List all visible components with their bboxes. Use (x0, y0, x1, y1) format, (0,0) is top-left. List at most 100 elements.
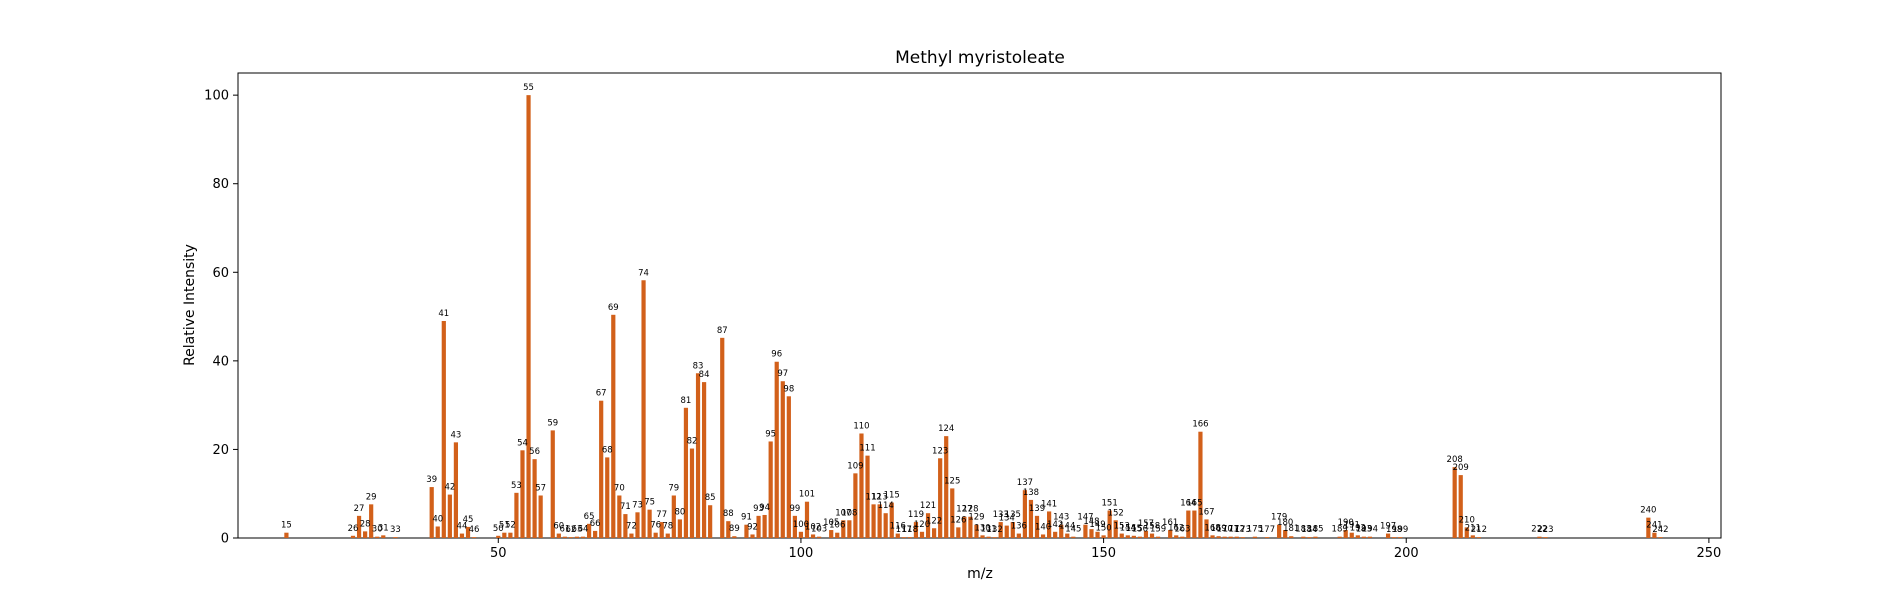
bar-label-mz-44: 44 (457, 522, 468, 532)
bar-label-mz-68: 68 (602, 445, 613, 455)
bar-label-mz-121: 121 (920, 501, 936, 511)
bar-label-mz-138: 138 (1023, 488, 1039, 498)
bar-label-mz-159: 159 (1150, 525, 1166, 535)
y-axis-label: Relative Intensity (182, 244, 198, 366)
bar-mz-134 (1004, 525, 1009, 538)
bar-mz-84 (701, 382, 707, 538)
bar-label-mz-117: 117 (896, 525, 912, 535)
bar-mz-177 (1264, 537, 1270, 538)
bar-mz-42 (447, 494, 452, 538)
bar-label-mz-98: 98 (783, 384, 794, 394)
bar-label-mz-211: 211 (1465, 523, 1481, 533)
bar-mz-113 (877, 504, 882, 538)
bar-label-mz-143: 143 (1053, 513, 1069, 523)
bar-label-mz-175: 175 (1247, 525, 1263, 535)
bar-label-mz-110: 110 (853, 421, 869, 431)
bar-mz-180 (1283, 530, 1288, 538)
bar-label-mz-162: 162 (1168, 523, 1184, 533)
bar-mz-30 (375, 536, 380, 538)
bar-label-mz-45: 45 (463, 515, 474, 525)
bar-label-mz-165: 165 (1186, 499, 1202, 509)
bar-mz-72 (629, 533, 634, 538)
y-tick-label-60: 60 (212, 266, 229, 281)
bar-label-mz-61: 61 (559, 525, 570, 535)
bar-mz-76 (653, 532, 658, 538)
bar-mz-66 (593, 530, 598, 538)
bar-label-mz-63: 63 (572, 525, 583, 535)
bar-label-mz-190: 190 (1338, 518, 1354, 528)
bar-label-mz-84: 84 (699, 370, 710, 380)
bar-mz-148 (1089, 529, 1094, 538)
bar-mz-82 (689, 448, 695, 538)
bar-mz-26 (350, 535, 356, 538)
bar-mz-140 (1040, 534, 1046, 538)
bar-label-mz-210: 210 (1459, 515, 1475, 525)
bar-mz-130 (980, 535, 985, 538)
bar-series (284, 95, 1663, 538)
bar-mz-75 (647, 509, 652, 538)
bar-mz-185 (1313, 536, 1318, 538)
bar-mz-115 (889, 502, 894, 538)
bar-mz-209 (1458, 475, 1463, 538)
bar-label-mz-185: 185 (1307, 525, 1323, 535)
bar-mz-142 (1053, 531, 1058, 538)
bar-mz-60 (556, 533, 561, 538)
bar-label-mz-193: 193 (1356, 525, 1372, 535)
bar-mz-162 (1174, 535, 1179, 538)
bar-label-mz-56: 56 (529, 447, 540, 457)
y-axis-ticks: 0 20 40 60 80 100 (204, 89, 238, 547)
bar-mz-57 (538, 495, 543, 538)
bar-mz-71 (623, 514, 628, 538)
bar-label-mz-29: 29 (366, 492, 377, 502)
bar-label-mz-166: 166 (1192, 420, 1208, 430)
y-tick-label-40: 40 (212, 354, 229, 369)
bar-mz-127 (962, 516, 967, 538)
bar-mz-133 (998, 522, 1003, 538)
bar-mz-166 (1198, 431, 1203, 538)
bar-mz-107 (841, 520, 846, 538)
bar-mz-65 (586, 523, 592, 538)
bar-label-mz-199: 199 (1392, 525, 1408, 535)
bar-label-mz-115: 115 (884, 491, 900, 501)
bar-label-mz-83: 83 (693, 361, 704, 371)
bar-mz-191 (1349, 532, 1354, 538)
bar-label-mz-242: 242 (1652, 525, 1668, 535)
bar-mz-155 (1131, 535, 1136, 538)
bar-mz-33 (393, 537, 398, 538)
bar-label-mz-131: 131 (980, 525, 996, 535)
bar-label-mz-97: 97 (777, 369, 788, 379)
bar-label-mz-154: 154 (1120, 523, 1136, 533)
bar-mz-151 (1107, 510, 1112, 538)
x-tick-label-200: 200 (1394, 546, 1419, 561)
bar-label-mz-155: 155 (1126, 524, 1142, 534)
bar-mz-63 (574, 536, 580, 538)
bar-mz-173 (1240, 537, 1245, 538)
bar-mz-192 (1355, 535, 1360, 538)
bar-label-mz-135: 135 (1005, 510, 1021, 520)
bar-mz-123 (938, 458, 943, 538)
bar-mz-170 (1222, 536, 1227, 538)
bar-label-mz-141: 141 (1041, 499, 1057, 509)
bar-mz-100 (798, 531, 804, 538)
bar-mz-161 (1168, 530, 1173, 538)
bar-label-mz-147: 147 (1077, 513, 1093, 523)
bar-mz-128 (968, 516, 973, 538)
bar-label-mz-78: 78 (662, 522, 673, 532)
bar-mz-116 (895, 533, 900, 538)
bar-mz-99 (792, 515, 797, 538)
bar-label-mz-172: 172 (1229, 525, 1245, 535)
bar-label-mz-184: 184 (1301, 525, 1317, 535)
bar-mz-102 (810, 534, 816, 538)
bar-mz-172 (1234, 536, 1239, 538)
x-tick-label-250: 250 (1696, 546, 1721, 561)
bar-label-mz-157: 157 (1138, 519, 1154, 529)
bar-mz-190 (1343, 530, 1348, 538)
plot-area (237, 72, 1722, 539)
bar-mz-103 (816, 536, 822, 538)
bar-label-mz-62: 62 (566, 525, 577, 535)
bar-mz-53 (514, 492, 519, 538)
bar-mz-95 (768, 441, 773, 538)
bar-mz-98 (786, 396, 791, 538)
bar-label-mz-144: 144 (1059, 522, 1075, 532)
